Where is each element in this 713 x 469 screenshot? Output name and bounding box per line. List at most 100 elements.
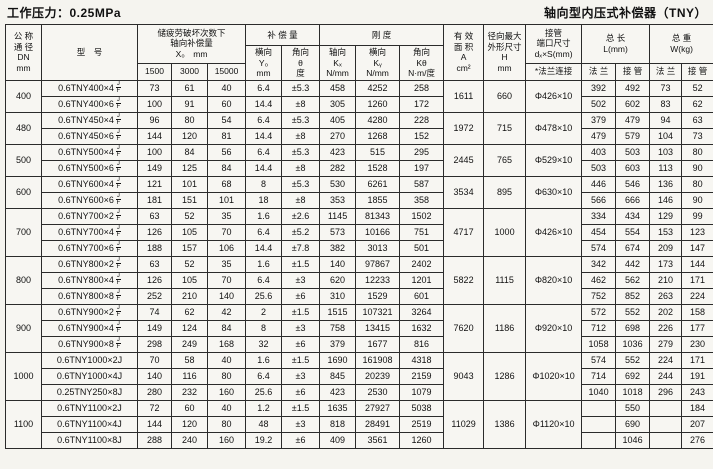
stiff-axial-cell: 458 [319,79,357,97]
stiff-axial-cell: 423 [319,383,357,401]
stiff-angular-cell: 5038 [399,399,445,417]
comp-angular-cell: ±2.6 [281,207,321,225]
len-pipe-cell: 434 [615,207,651,225]
wt-flange-cell: 224 [649,351,683,369]
x-3000-cell: 84 [171,143,208,161]
len-pipe-cell: 550 [615,399,651,417]
x-15000-cell: 40 [206,79,247,97]
model-cell: 0.6TNY800×8 J F [41,287,138,305]
header-x-3000: 3000 [171,62,208,81]
wt-pipe-cell: 171 [681,271,713,289]
comp-lateral-cell: 25.6 [245,383,283,401]
pipe-end-size-cell: Φ478×10 [525,111,583,145]
x-1500-cell: 121 [137,175,172,193]
stiff-axial-cell: 310 [319,287,357,305]
len-pipe-cell: 1018 [615,383,651,401]
x-15000-cell: 81 [206,127,247,145]
table-row: 0.6TNY1000×4J 140 116 80 6.4 ±3 845 20239 2159 71… [6,367,713,385]
len-pipe-cell: 579 [615,127,651,145]
x-3000-cell: 80 [171,111,208,129]
stiff-angular-cell: 4318 [399,351,445,369]
effective-area-cell: 11029 [443,399,485,449]
header-comp-angular: 角向 θ 度 [281,45,321,81]
comp-angular-cell: ±6 [281,287,321,305]
pipe-end-size-cell: Φ630×10 [525,175,583,209]
header-total-weight: 总 重 W(kg) [649,24,713,64]
comp-angular-cell: ±5.2 [281,223,321,241]
table-row: 0.6TNY700×4 J F 126 105 70 6.4 ±5.2 573 10166 751 4… [6,223,713,241]
x-15000-cell: 84 [206,319,247,337]
model-cell: 0.6TNY500×4 J F [41,143,138,161]
len-flange-cell: 574 [581,351,617,369]
x-3000-cell: 52 [171,207,208,225]
stiff-lateral-cell: 3561 [355,431,401,449]
model-number: 0.6TNY800×4 [58,274,114,285]
len-pipe-cell: 562 [615,271,651,289]
wt-pipe-cell: 144 [681,255,713,273]
stiff-axial-cell: 845 [319,367,357,385]
radial-size-cell: 1286 [483,351,527,401]
pipe-end-size-cell: Φ920×10 [525,303,583,353]
x-15000-cell: 35 [206,207,247,225]
len-pipe-cell: 603 [615,159,651,177]
model-cell: 0.6TNY500×6 J F [41,159,138,177]
comp-angular-cell: ±8 [281,159,321,177]
model-number: 0.6TNY500×6 [58,162,114,173]
model-number: 0.25TNY250×8J [56,386,123,397]
wt-flange-cell: 94 [649,111,683,129]
model-cell: 0.6TNY600×6 J F [41,191,138,209]
model-cell: 0.6TNY800×4 J F [41,271,138,289]
model-cell: 0.6TNY1000×2J [41,351,138,369]
x-15000-cell: 80 [206,367,247,385]
model-number: 0.6TNY1100×2J [57,402,122,413]
wt-flange-cell: 173 [649,255,683,273]
stiff-lateral-cell: 1528 [355,159,401,177]
dn-cell: 1000 [5,351,42,401]
stiff-angular-cell: 501 [399,239,445,257]
stiff-lateral-cell: 12233 [355,271,401,289]
wt-pipe-cell: 63 [681,111,713,129]
stiff-axial-cell: 620 [319,271,357,289]
len-flange-cell: 1058 [581,335,617,353]
stiff-angular-cell: 172 [399,95,445,113]
x-15000-cell: 101 [206,191,247,209]
stiff-axial-cell: 270 [319,127,357,145]
x-3000-cell: 120 [171,127,208,145]
header-stiff-angular: 角向 Kθ N·m/度 [399,45,445,81]
radial-size-cell: 1186 [483,303,527,353]
stiff-angular-cell: 1079 [399,383,445,401]
len-flange-cell: 1040 [581,383,617,401]
comp-lateral-cell: 6.4 [245,143,283,161]
x-1500-cell: 96 [137,111,172,129]
header-row-1: 公 称 通 径 DN mm 型 号 储疲劳破坏次数下 轴向补偿量 X₀ mm 补… [5,24,713,81]
stiff-axial-cell: 1145 [319,207,357,225]
comp-angular-cell: ±8 [281,191,321,209]
header-stiffness-group: 刚 度 [319,24,445,46]
wt-flange-cell: 129 [649,207,683,225]
x-1500-cell: 181 [137,191,172,209]
table-row: 480 0.6TNY450×4 J F 96 80 54 6.4 ±5.3 405 4280 228 1… [5,111,713,145]
x-1500-cell: 100 [137,95,172,113]
len-pipe-cell: 852 [615,287,651,305]
x-1500-cell: 140 [137,367,172,385]
stiff-lateral-cell: 28491 [355,415,401,433]
work-pressure-label: 工作压力：0.25MPa [7,6,122,20]
comp-angular-cell: ±5.3 [281,111,321,129]
len-flange-cell: 574 [581,239,617,257]
stiff-angular-cell: 152 [399,127,445,145]
comp-lateral-cell: 6.4 [245,111,283,129]
x-1500-cell: 70 [137,351,172,369]
stiff-lateral-cell: 107321 [355,303,401,321]
model-number: 0.6TNY500×4 [58,146,114,157]
comp-angular-cell: ±1.5 [281,351,321,369]
wt-flange-cell: 210 [649,271,683,289]
x-3000-cell: 124 [171,319,208,337]
x-3000-cell: 116 [171,367,208,385]
wt-pipe-cell: 90 [681,191,713,209]
page-title: 轴向型内压式补偿器（TNY） [543,6,707,20]
x-1500-cell: 149 [137,159,172,177]
wt-flange-cell: 83 [649,95,683,113]
stiff-axial-cell: 409 [319,431,357,449]
